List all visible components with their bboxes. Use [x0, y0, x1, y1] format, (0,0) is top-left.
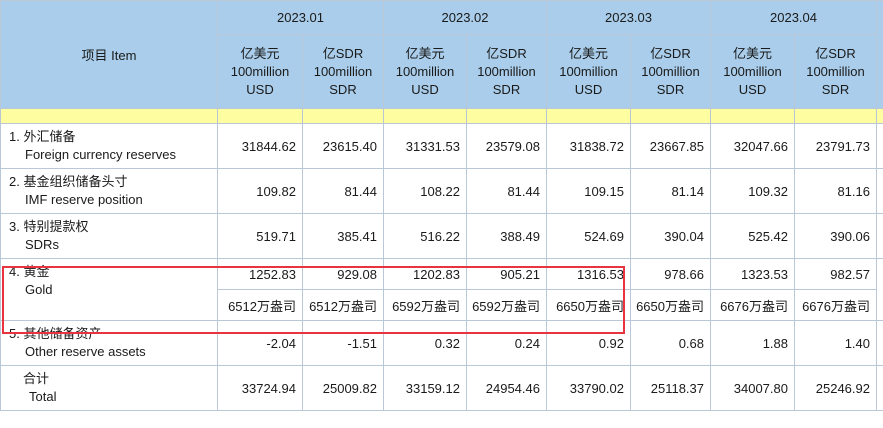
- value-cell: -1.51: [302, 320, 384, 366]
- value-cell: 905.21: [466, 258, 547, 290]
- value-cell: 81.44: [466, 168, 547, 214]
- value-cell: 81.16: [794, 168, 877, 214]
- separator-row: [0, 108, 883, 124]
- value-cell: 33790.02: [546, 365, 631, 411]
- row-label: 4. 黄金 Gold: [0, 258, 218, 321]
- value-cell: 385.41: [302, 213, 384, 259]
- table-row-total: 合计 Total 33724.94 25009.82 33159.12 24954…: [0, 365, 883, 411]
- value-cell: 25009.82: [302, 365, 384, 411]
- ounce-cell: 6592万盎司: [383, 289, 467, 321]
- value-cell: 81.14: [630, 168, 711, 214]
- row-label: 合计 Total: [0, 365, 218, 411]
- value-cell: 519.71: [217, 213, 303, 259]
- value-cell: 81.44: [302, 168, 384, 214]
- table-row-gold: 4. 黄金 Gold 1252.83 929.08 1202.83 905.21 …: [0, 258, 883, 321]
- value-cell: 982.57: [794, 258, 877, 290]
- value-cell: 24954.46: [466, 365, 547, 411]
- month-header-row: 项目 Item 2023.01 2023.02 2023.03 2023.04: [0, 0, 883, 109]
- value-cell: 108.22: [383, 168, 467, 214]
- row-label: 3. 特别提款权 SDRs: [0, 213, 218, 259]
- unit-sdr-header: 亿SDR 100million SDR: [302, 34, 384, 109]
- table-row-gold-ounces: 6512万盎司 6512万盎司 6592万盎司 6592万盎司 6650万盎司 …: [1, 289, 883, 321]
- row-label: 5. 其他储备资产 Other reserve assets: [0, 320, 218, 366]
- unit-header-row: 亿美元 100million USD 亿SDR 100million SDR 亿美元 10…: [1, 34, 883, 109]
- value-cell: 978.66: [630, 258, 711, 290]
- value-cell: 23579.08: [466, 123, 547, 169]
- value-cell: 23791.73: [794, 123, 877, 169]
- value-cell: 1323.53: [710, 258, 795, 290]
- value-cell: 1252.83: [217, 258, 303, 290]
- ounce-cell: 6676万盎司: [710, 289, 795, 321]
- month-header: 2023.01: [217, 0, 384, 35]
- ounce-cell: 6512万盎司: [302, 289, 384, 321]
- unit-sdr-header: 亿SDR 100million SDR: [466, 34, 547, 109]
- value-cell: 31844.62: [217, 123, 303, 169]
- value-cell: 31838.72: [546, 123, 631, 169]
- value-cell: 23615.40: [302, 123, 384, 169]
- value-cell: 390.04: [630, 213, 711, 259]
- value-cell: 23667.85: [630, 123, 711, 169]
- table-row: 1. 外汇储备 Foreign currency reserves 31844.6…: [0, 123, 883, 169]
- value-cell: 34007.80: [710, 365, 795, 411]
- value-cell: 516.22: [383, 213, 467, 259]
- ounce-cell: 6650万盎司: [630, 289, 711, 321]
- value-cell: 109.15: [546, 168, 631, 214]
- value-cell: 1202.83: [383, 258, 467, 290]
- ounce-cell: 6512万盎司: [217, 289, 303, 321]
- value-cell: 31331.53: [383, 123, 467, 169]
- ounce-cell: 6592万盎司: [466, 289, 547, 321]
- value-cell: 1.88: [710, 320, 795, 366]
- value-cell: 524.69: [546, 213, 631, 259]
- value-cell: 32047.66: [710, 123, 795, 169]
- month-header: 2023.04: [710, 0, 877, 35]
- value-cell: 33159.12: [383, 365, 467, 411]
- unit-sdr-header: 亿SDR 100million SDR: [794, 34, 877, 109]
- value-cell: 0.32: [383, 320, 467, 366]
- value-cell: 525.42: [710, 213, 795, 259]
- month-header: 2023.02: [383, 0, 547, 35]
- edge-cell: [876, 0, 883, 109]
- month-header: 2023.03: [546, 0, 711, 35]
- ounce-cell: 6676万盎司: [794, 289, 877, 321]
- table-row: 5. 其他储备资产 Other reserve assets -2.04 -1.5…: [0, 320, 883, 366]
- value-cell: 0.92: [546, 320, 631, 366]
- value-cell: 109.32: [710, 168, 795, 214]
- unit-usd-header: 亿美元 100million USD: [383, 34, 467, 109]
- row-label: 1. 外汇储备 Foreign currency reserves: [0, 123, 218, 169]
- unit-usd-header: 亿美元 100million USD: [546, 34, 631, 109]
- unit-usd-header: 亿美元 100million USD: [217, 34, 303, 109]
- value-cell: 929.08: [302, 258, 384, 290]
- table-row: 3. 特别提款权 SDRs 519.71 385.41 516.22 388.49…: [0, 213, 883, 259]
- value-cell: -2.04: [217, 320, 303, 366]
- table-row: 2. 基金组织储备头寸 IMF reserve position 109.82 8…: [0, 168, 883, 214]
- item-column-header: 项目 Item: [0, 0, 218, 109]
- value-cell: 388.49: [466, 213, 547, 259]
- value-cell: 25246.92: [794, 365, 877, 411]
- reserves-table: 项目 Item 2023.01 2023.02 2023.03 2023.04 …: [0, 0, 883, 411]
- value-cell: 1316.53: [546, 258, 631, 290]
- ounce-cell: 6650万盎司: [546, 289, 631, 321]
- unit-usd-header: 亿美元 100million USD: [710, 34, 795, 109]
- value-cell: 0.24: [466, 320, 547, 366]
- row-label: 2. 基金组织储备头寸 IMF reserve position: [0, 168, 218, 214]
- value-cell: 390.06: [794, 213, 877, 259]
- unit-sdr-header: 亿SDR 100million SDR: [630, 34, 711, 109]
- value-cell: 0.68: [630, 320, 711, 366]
- value-cell: 25118.37: [630, 365, 711, 411]
- value-cell: 109.82: [217, 168, 303, 214]
- value-cell: 1.40: [794, 320, 877, 366]
- value-cell: 33724.94: [217, 365, 303, 411]
